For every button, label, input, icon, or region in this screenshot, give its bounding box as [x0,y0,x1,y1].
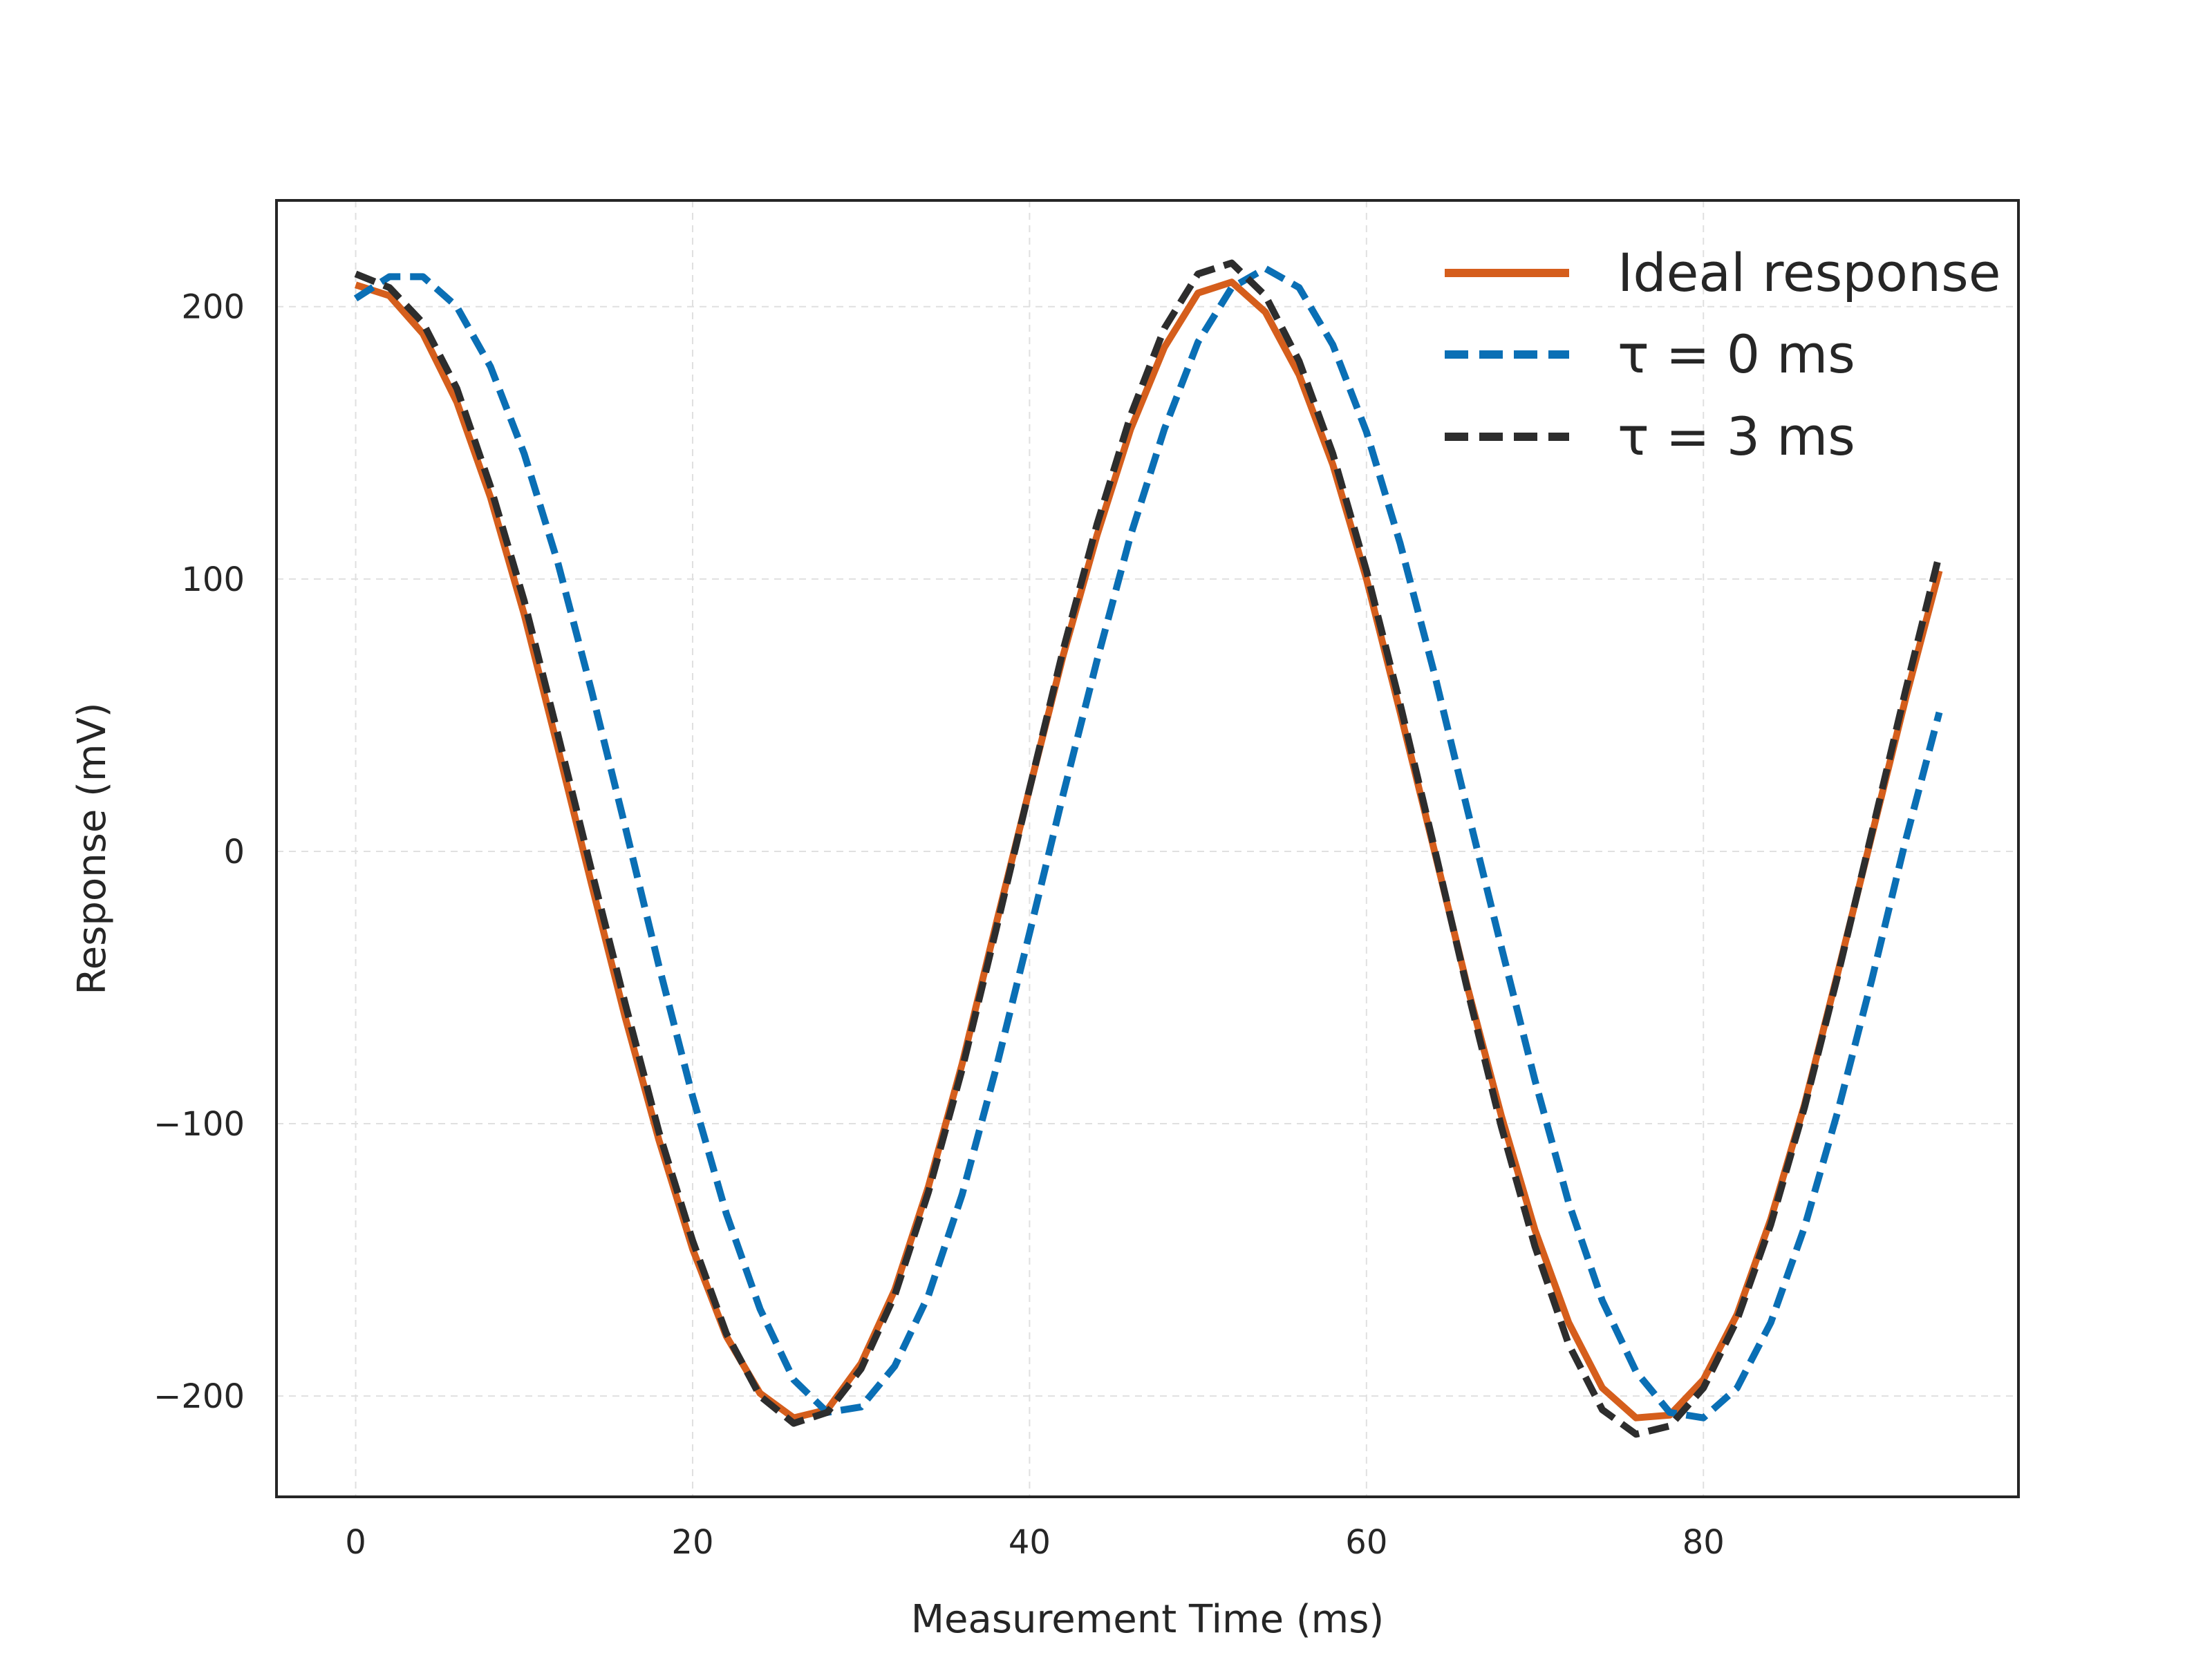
y-tick-label: 0 [223,833,245,871]
tick-layer: 0 20 40 60 80 −200 −100 0 100 200 [153,288,1725,1562]
legend: Ideal response τ = 0 ms τ = 3 ms [1445,242,2000,467]
plot-frame [275,199,2020,1498]
y-tick-label: 100 [181,560,245,599]
series-line-1 [353,265,1943,1422]
legend-label-0: Ideal response [1618,242,2000,303]
legend-label-1: τ = 0 ms [1618,323,1855,385]
y-tick-label: −200 [153,1377,245,1416]
series-layer [353,259,1943,1438]
x-tick-label: 0 [345,1523,366,1562]
x-tick-label: 20 [671,1523,713,1562]
x-tick-label: 40 [1009,1523,1051,1562]
x-tick-label: 60 [1345,1523,1387,1562]
y-tick-label: −100 [153,1105,245,1144]
grid-layer [276,200,2018,1497]
series-line-2 [354,259,1943,1438]
series-line-0 [354,278,1943,1422]
legend-label-2: τ = 3 ms [1618,406,1855,467]
y-axis-label: Response (mV) [70,702,115,994]
x-tick-label: 80 [1683,1523,1725,1562]
y-tick-label: 200 [181,288,245,327]
x-axis-label: Measurement Time (ms) [911,1597,1385,1642]
